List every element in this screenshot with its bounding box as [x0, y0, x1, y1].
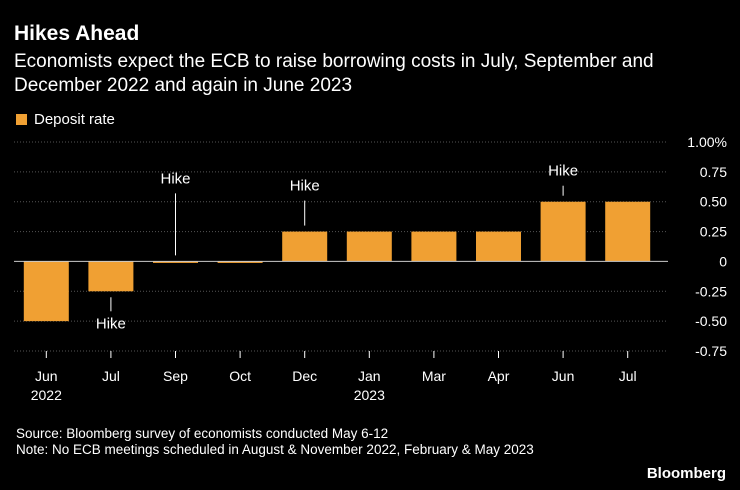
legend: Deposit rate — [16, 111, 115, 128]
bar — [88, 261, 134, 292]
y-tick-label: -0.75 — [695, 343, 727, 359]
chart-title: Hikes Ahead — [14, 22, 140, 45]
x-year-label: 2023 — [354, 387, 385, 403]
chart-subtitle: Economists expect the ECB to raise borro… — [14, 51, 654, 96]
y-tick-label: 0.50 — [700, 194, 727, 210]
x-tick-label: Mar — [422, 368, 446, 384]
y-tick-label: 1.00% — [687, 134, 727, 150]
bloomberg-logo: Bloomberg — [646, 465, 726, 482]
y-tick-label: 0 — [719, 253, 727, 269]
y-tick-label: -0.25 — [695, 283, 727, 299]
footnote: Note: No ECB meetings scheduled in Augus… — [16, 442, 534, 457]
bar — [23, 261, 69, 322]
source-note: Source: Bloomberg survey of economists c… — [16, 426, 389, 441]
x-tick-label: Sep — [163, 368, 188, 384]
bar — [476, 231, 521, 262]
x-year-label: 2022 — [31, 387, 62, 403]
bar — [217, 261, 263, 263]
y-tick-label: 0.75 — [700, 164, 727, 180]
legend-label: Deposit rate — [34, 111, 115, 128]
annotation-label: Hike — [160, 170, 190, 187]
x-tick-label: Jun — [552, 368, 575, 384]
bar — [282, 231, 328, 262]
footer: Source: Bloomberg survey of economists c… — [16, 426, 616, 458]
bar — [411, 231, 457, 262]
x-tick-label: Dec — [292, 368, 317, 384]
annotation-label: Hike — [290, 178, 320, 195]
x-tick-label: Jul — [619, 368, 637, 384]
x-tick-label: Oct — [229, 368, 251, 384]
y-tick-label: -0.50 — [695, 313, 727, 329]
x-tick-label: Jul — [102, 368, 120, 384]
bar — [605, 201, 651, 262]
annotation-label: Hike — [96, 315, 126, 332]
bar — [153, 261, 198, 263]
bar — [540, 201, 586, 262]
x-tick-label: Jan — [358, 368, 381, 384]
bar — [346, 231, 392, 262]
y-tick-label: 0.25 — [700, 224, 727, 240]
x-tick-label: Jun — [35, 368, 58, 384]
x-tick-label: Apr — [488, 368, 510, 384]
legend-swatch — [16, 114, 27, 125]
annotation-label: Hike — [548, 163, 578, 180]
